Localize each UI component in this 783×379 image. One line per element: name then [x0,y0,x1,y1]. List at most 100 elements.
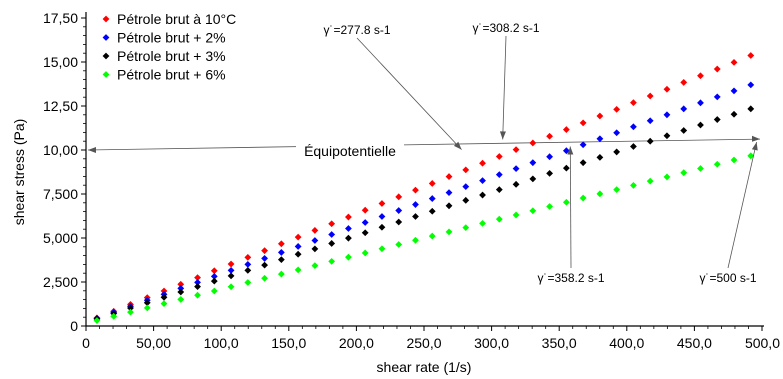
data-point [512,146,520,154]
equipotential-label-bg [296,140,404,160]
data-point [562,147,570,155]
data-point [630,123,637,131]
data-point [328,258,336,265]
data-point [495,153,503,160]
data-point [579,141,587,149]
data-point [143,304,151,312]
annotations: γ˙=277.8 s-1 γ˙=308.2 s-1 γ˙=358.2 s-1 γ… [323,21,758,285]
data-point [428,207,436,215]
data-point [361,249,369,257]
data-point [495,186,503,193]
data-point [227,272,235,280]
data-point [562,164,570,172]
x-axis-label: shear rate (1/s) [377,359,472,375]
y-tick-label: 7,500 [43,186,78,202]
x-tick-label: 500,0 [745,335,780,351]
data-point [311,245,319,253]
data-point [596,135,604,143]
x-axis-ticks: 0 50,00 100,0 150,0 200,0 250,0 300,0 350,0 400,… [82,326,780,351]
data-point [529,139,537,147]
data-point [428,232,436,240]
data-point [328,220,336,228]
data-point [663,85,671,93]
data-point [227,266,235,274]
data-point [697,99,704,107]
data-point [462,196,470,204]
data-point [445,228,453,236]
data-point [512,180,520,188]
data-point [663,111,671,119]
y-tick-label: 5,000 [43,230,78,246]
data-point [412,186,419,194]
data-point [395,241,403,248]
data-point [630,143,637,150]
annotation-leader [356,37,462,150]
data-point [579,159,587,167]
data-point [345,234,352,242]
data-point [428,195,436,202]
data-point [395,207,403,214]
equipotential-arrowhead [88,147,96,153]
data-point [244,266,252,274]
data-point [361,229,369,237]
legend-entry: Pétrole brut + 2% [117,30,226,46]
annotation-leader [502,35,507,140]
data-point [127,308,134,316]
data-point [277,256,285,264]
data-point [294,233,302,241]
data-point [730,58,738,66]
data-point [730,156,738,164]
data-point [697,72,704,80]
equipotential-layer: Équipotentielle [87,135,761,160]
legend-marker [102,52,110,60]
data-point [395,193,403,201]
data-point [512,165,520,173]
data-point [277,240,285,248]
data-point [445,173,453,180]
data-point [596,190,604,198]
data-point [512,211,520,219]
data-point [277,249,285,256]
data-point [445,202,453,210]
x-tick-label: 200,0 [339,335,374,351]
axes [85,12,764,327]
data-point [328,231,336,238]
data-point [747,152,755,160]
data-point [479,219,486,227]
data-point [646,137,654,145]
data-point [210,267,218,275]
data-point [546,203,554,210]
data-point [646,177,654,185]
data-point [294,243,302,250]
annotation-arrowhead [751,142,758,151]
annotation-leader [569,146,572,269]
data-point [646,117,654,125]
legend-entry: Pétrole brut + 3% [117,48,226,64]
data-point [680,79,688,86]
data-point [462,183,470,191]
data-point [194,278,201,286]
data-point [479,191,486,199]
data-point [110,312,118,320]
data-point [412,213,419,220]
data-point [378,200,386,207]
data-point [713,65,721,73]
data-point [596,153,604,161]
data-point [194,283,201,290]
data-point [579,194,587,202]
data-point [713,160,721,168]
data-point [747,105,755,113]
legend-marker [102,34,110,41]
data-markers [93,52,755,324]
y-tick-label: 12,50 [43,98,78,114]
data-point [294,266,302,274]
annotation-label: γ˙=308.2 s-1 [472,21,539,35]
data-point [445,189,453,196]
data-point [680,105,688,113]
data-point [160,300,168,308]
x-tick-label: 0 [82,335,90,351]
data-point [546,153,554,161]
data-point [579,119,587,127]
legend-entry: Pétrole brut + 6% [117,67,226,83]
annotation-arrowhead [567,146,574,155]
